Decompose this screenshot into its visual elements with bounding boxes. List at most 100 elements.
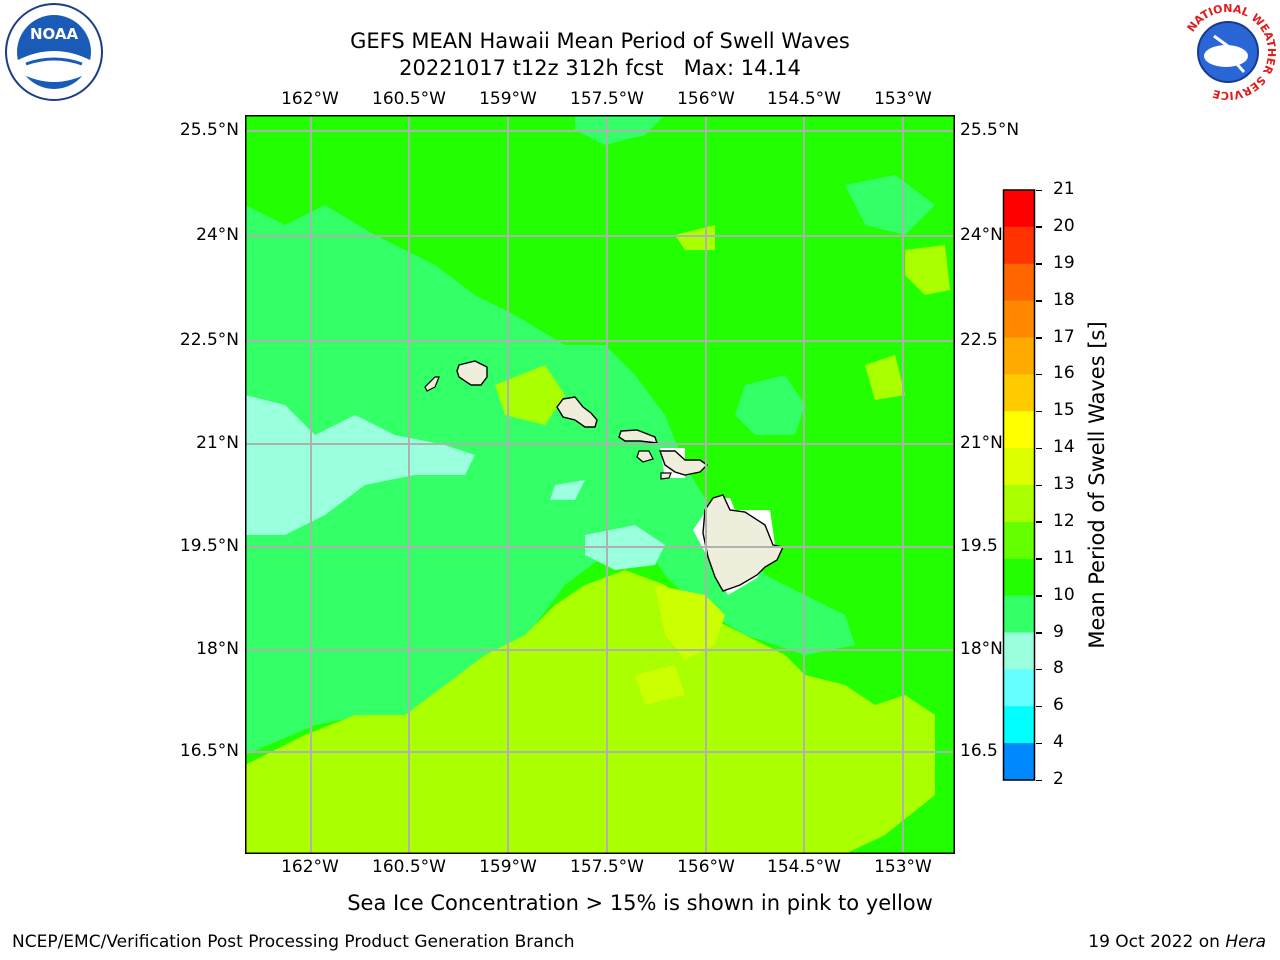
- colorbar-tick-label: 14: [1053, 437, 1075, 458]
- lon-label-bottom-7: 153°W: [874, 857, 932, 877]
- colorbar-tick-label: 21: [1053, 179, 1075, 199]
- colorbar-tick-mark: [1036, 337, 1042, 339]
- lon-label-top-7: 153°W: [874, 89, 932, 109]
- colorbar-tick-label: 16: [1053, 363, 1075, 384]
- colorbar-tick-mark: [1036, 226, 1042, 228]
- lon-label-top-1: 162°W: [281, 89, 339, 109]
- lon-label-bottom-2: 160.5°W: [372, 857, 446, 877]
- lon-label-top-4: 157.5°W: [570, 89, 644, 109]
- colorbar-segment: [1004, 595, 1034, 633]
- colorbar-segment: [1004, 521, 1034, 560]
- island-kahoolawe: [660, 472, 672, 480]
- noaa-logo-text: NOAA: [30, 25, 79, 43]
- lat-label-left-2: 24°N: [196, 225, 239, 245]
- colorbar-tick-label: 4: [1053, 732, 1064, 753]
- lat-label-right-4: 21°N: [960, 433, 1003, 453]
- island-kauai: [456, 360, 488, 386]
- colorbar-tick-label: 8: [1053, 658, 1064, 679]
- colorbar: [1002, 189, 1036, 781]
- colorbar-tick-label: 6: [1053, 695, 1064, 716]
- lat-label-right-3: 22.5: [960, 330, 998, 350]
- island-oahu: [556, 396, 598, 428]
- colorbar-tick-mark: [1036, 410, 1042, 413]
- swell-field-10-11-east: [735, 375, 805, 435]
- colorbar-tick-mark: [1036, 705, 1042, 708]
- chart-title-line2: 20221017 t12z 312h fcst Max: 14.14: [399, 56, 801, 80]
- colorbar-tick-mark: [1036, 447, 1042, 450]
- island-lanai: [636, 450, 654, 463]
- colorbar-tick-mark: [1036, 668, 1042, 671]
- lat-label-right-5: 19.5: [960, 536, 998, 556]
- colorbar-tick-label: 20: [1053, 215, 1075, 236]
- lon-label-bottom-6: 154.5°W: [767, 857, 841, 877]
- colorbar-segment: [1004, 485, 1034, 523]
- sea-ice-note: Sea Ice Concentration > 15% is shown in …: [347, 891, 933, 915]
- colorbar-segment: [1004, 669, 1034, 707]
- footer-date: 19 Oct 2022 on: [1088, 932, 1226, 952]
- colorbar-tick-mark: [1036, 521, 1042, 523]
- lat-label-left-3: 22.5°N: [179, 330, 239, 350]
- lon-label-top-3: 159°W: [479, 89, 537, 109]
- lat-label-right-7: 16.5: [960, 741, 998, 761]
- lat-label-left-1: 25.5°N: [179, 120, 239, 140]
- nws-logo: NATIONAL WEATHER SERVICE: [1181, 2, 1278, 102]
- lon-label-bottom-4: 157.5°W: [570, 857, 644, 877]
- lat-label-right-6: 18°N: [960, 639, 1003, 659]
- colorbar-segment: [1004, 411, 1034, 449]
- swell-field-10-11: [245, 205, 855, 755]
- footer-right: 19 Oct 2022 on Hera: [1088, 932, 1266, 952]
- colorbar-segment: [1004, 743, 1034, 781]
- footer-left: NCEP/EMC/Verification Post Processing Pr…: [12, 932, 575, 952]
- colorbar-tick-mark: [1036, 484, 1042, 486]
- swell-field-12-13-mid: [865, 355, 905, 400]
- lat-label-right-2: 24°N: [960, 225, 1003, 245]
- swell-field-9-10-west: [245, 395, 475, 535]
- colorbar-tick-label: 11: [1053, 547, 1075, 568]
- footer-machine: Hera: [1225, 932, 1266, 952]
- swell-field-13-14: [655, 585, 725, 660]
- swell-field-12-13-center: [495, 365, 565, 425]
- colorbar-tick-mark: [1036, 558, 1042, 560]
- lon-label-bottom-1: 162°W: [281, 857, 339, 877]
- colorbar-tick-mark: [1036, 263, 1042, 265]
- island-niihau: [424, 376, 440, 392]
- lat-label-left-6: 18°N: [196, 639, 239, 659]
- colorbar-tick-label: 2: [1053, 769, 1064, 789]
- swell-field-9-10-small: [550, 480, 585, 500]
- chart-title-line1: GEFS MEAN Hawaii Mean Period of Swell Wa…: [350, 29, 850, 53]
- lat-label-left-7: 16.5°N: [179, 741, 239, 761]
- colorbar-tick-label: 12: [1053, 510, 1075, 531]
- lon-label-top-5: 156°W: [677, 89, 735, 109]
- lat-label-right-1: 25.5°N: [960, 120, 1020, 140]
- colorbar-tick-mark: [1036, 189, 1042, 191]
- colorbar-tick-label: 10: [1053, 584, 1075, 605]
- lat-label-left-5: 19.5°N: [179, 536, 239, 556]
- swell-field-12-13-east: [905, 245, 950, 295]
- colorbar-segment: [1004, 706, 1034, 744]
- colorbar-tick-mark: [1036, 300, 1042, 302]
- lon-label-top-2: 160.5°W: [372, 89, 446, 109]
- colorbar-tick-mark: [1036, 595, 1042, 597]
- swell-field-10-11-ne: [845, 175, 935, 235]
- colorbar-segment: [1004, 337, 1034, 375]
- colorbar-label: Mean Period of Swell Waves [s]: [1085, 321, 1109, 649]
- colorbar-tick-mark: [1036, 779, 1042, 781]
- colorbar-tick-label: 19: [1053, 252, 1075, 273]
- swell-field-12-13-south: [245, 570, 935, 854]
- lat-label-left-4: 21°N: [196, 433, 239, 453]
- colorbar-tick-label: 17: [1053, 326, 1075, 347]
- colorbar-segment: [1004, 263, 1034, 302]
- map-panel: [245, 115, 955, 854]
- colorbar-segment: [1004, 558, 1034, 597]
- colorbar-segment: [1004, 374, 1034, 412]
- colorbar-segment: [1004, 226, 1034, 265]
- colorbar-tick-mark: [1036, 742, 1042, 745]
- lon-label-bottom-3: 159°W: [479, 857, 537, 877]
- colorbar-tick-label: 9: [1053, 621, 1064, 642]
- island-maui: [659, 450, 709, 476]
- colorbar-segment: [1004, 300, 1034, 338]
- colorbar-tick-mark: [1036, 632, 1042, 634]
- colorbar-border: [1002, 189, 1036, 781]
- lon-label-bottom-5: 156°W: [677, 857, 735, 877]
- colorbar-tick-mark: [1036, 373, 1042, 376]
